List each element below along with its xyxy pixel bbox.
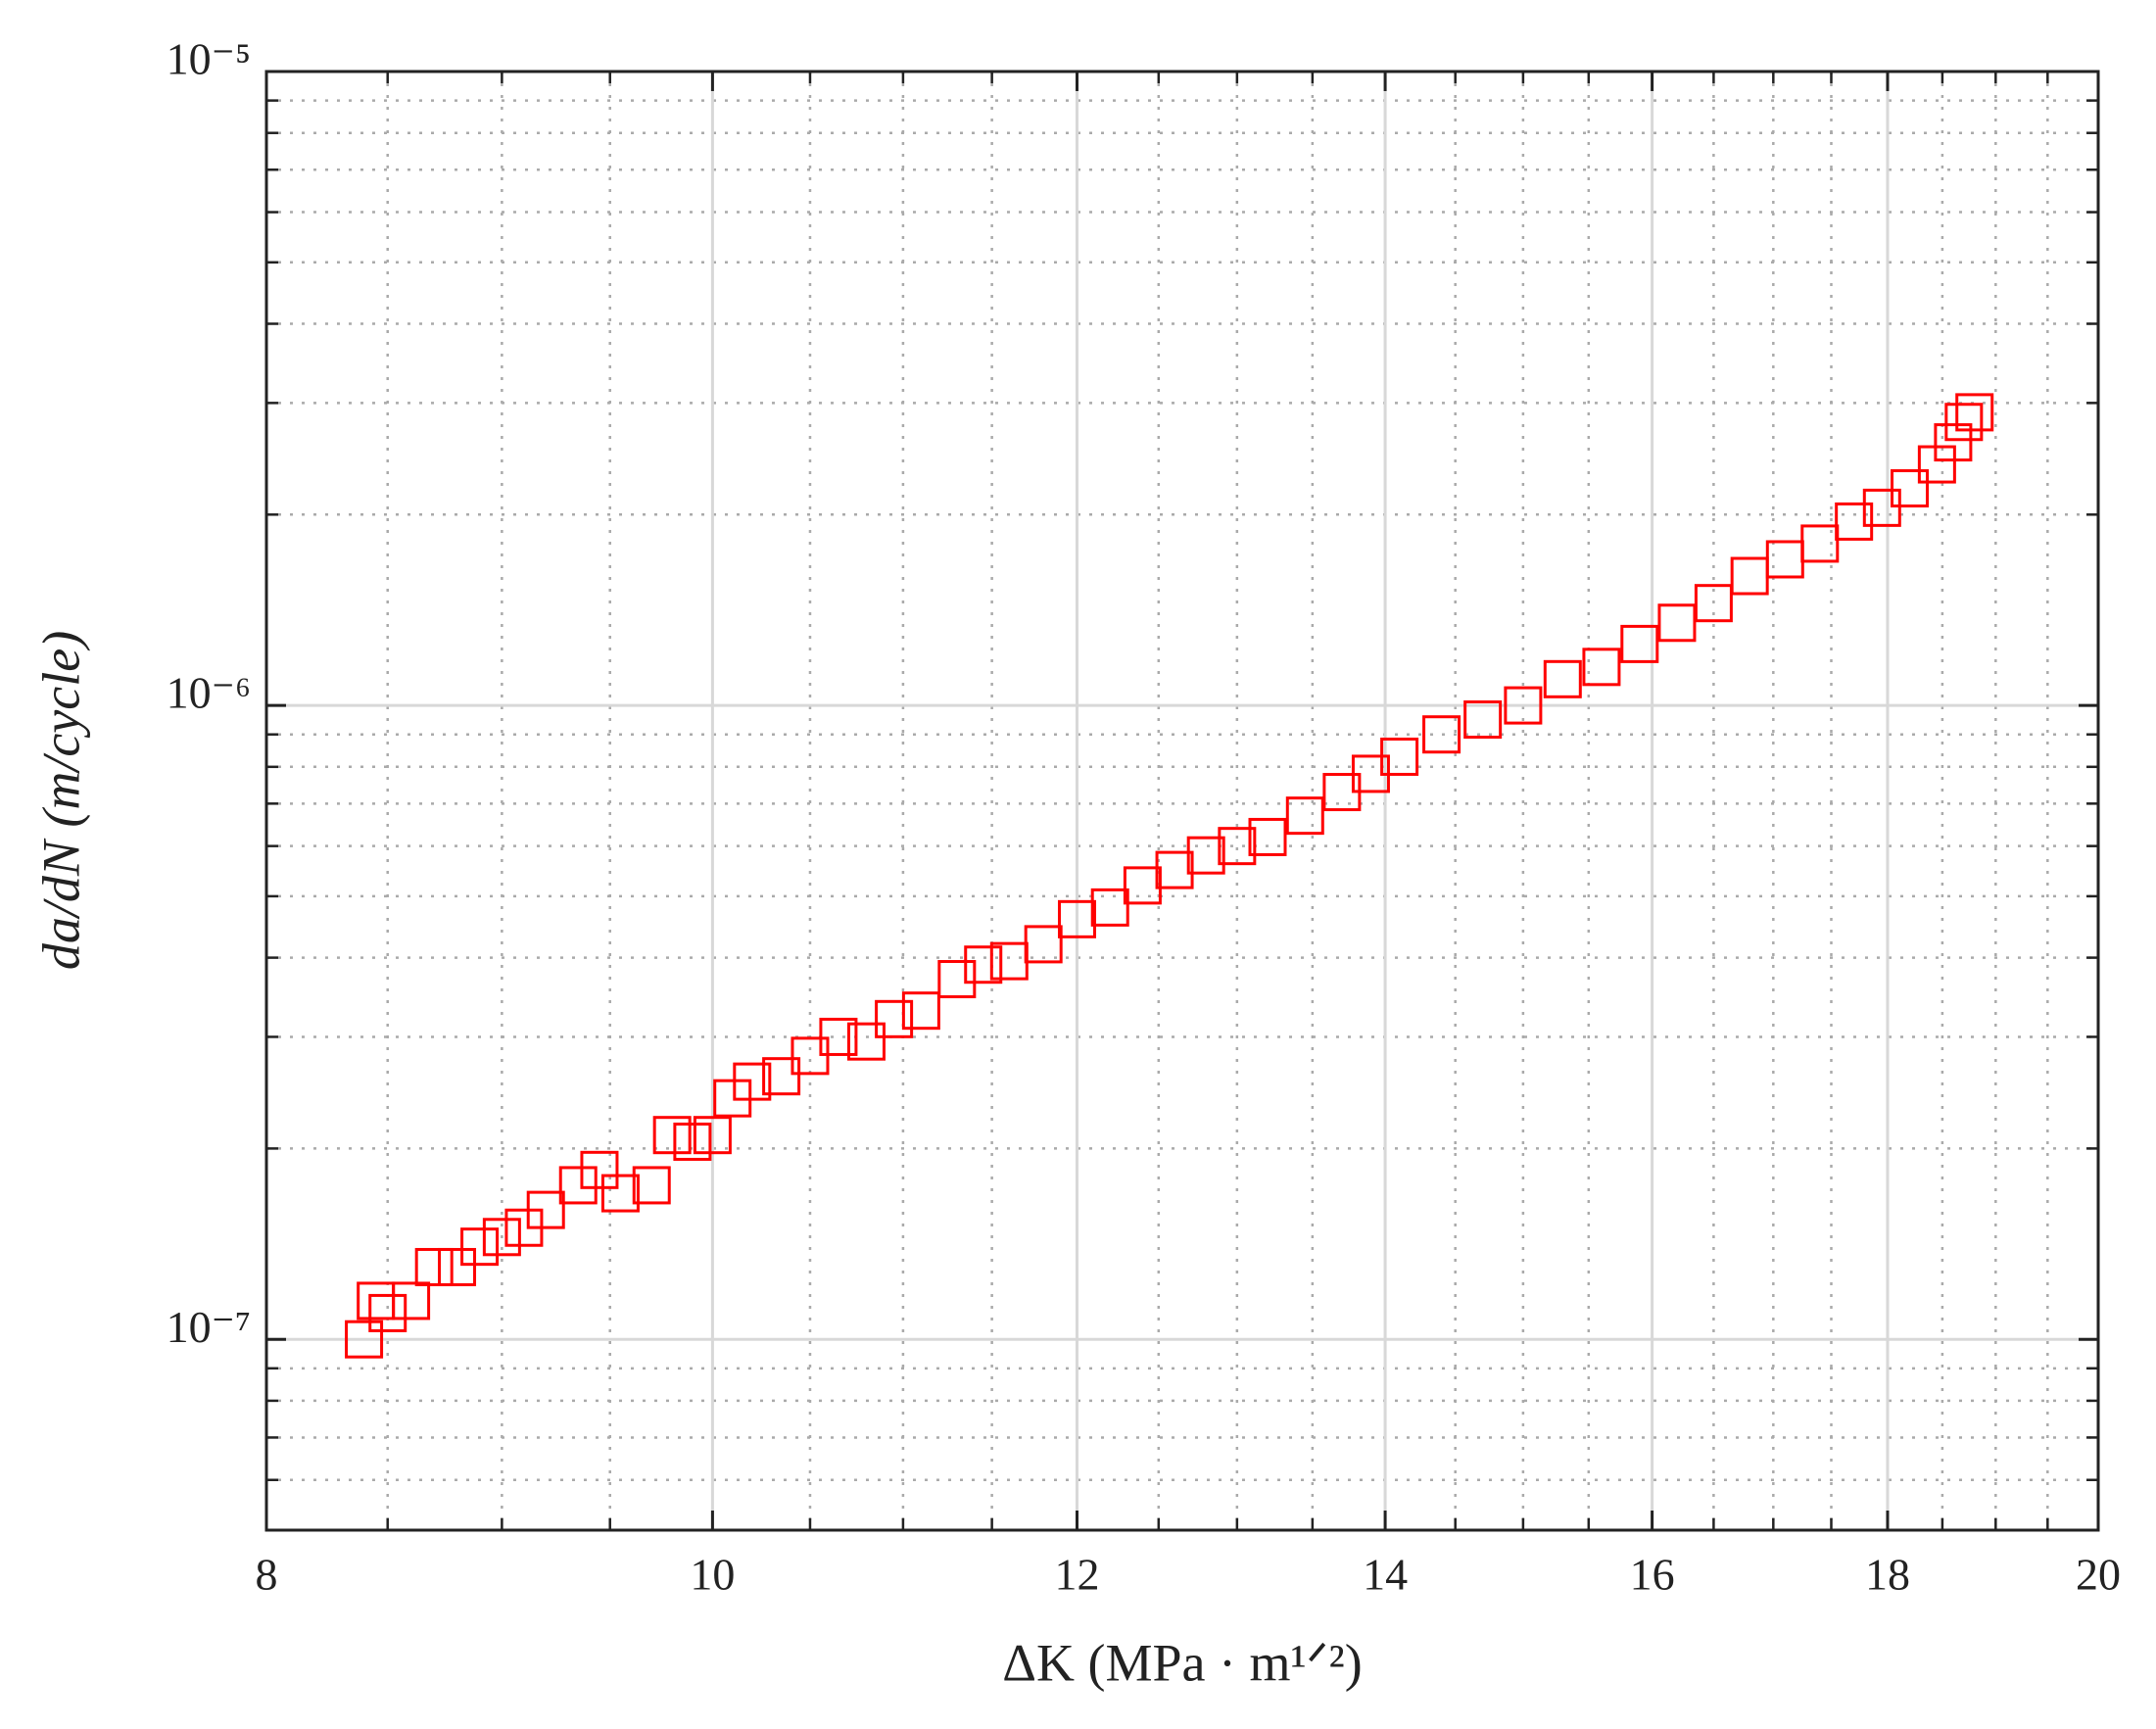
x-tick-label: 12: [1054, 1550, 1099, 1600]
data-point: [1155, 850, 1194, 889]
data-point: [1694, 584, 1733, 623]
data-point: [1862, 488, 1901, 527]
data-point: [1218, 827, 1257, 866]
data-point: [368, 1293, 407, 1332]
data-point: [558, 1166, 598, 1205]
data-point: [964, 945, 1003, 985]
data-point: [693, 1116, 732, 1155]
y-tick-label: 10⁻⁵: [167, 34, 251, 84]
data-point: [632, 1166, 671, 1205]
data-point: [460, 1227, 500, 1267]
data-point: [673, 1122, 712, 1161]
data-point: [1024, 925, 1063, 964]
data-point: [580, 1150, 619, 1189]
data-point: [762, 1057, 801, 1096]
data-point: [600, 1174, 640, 1213]
data-point: [438, 1247, 477, 1286]
y-tick-label: 10⁻⁶: [167, 668, 251, 718]
data-point: [1934, 423, 1973, 462]
data-point: [1380, 737, 1419, 776]
data-point: [819, 1017, 858, 1056]
data-point: [1504, 686, 1543, 725]
x-tick-label: 8: [256, 1550, 278, 1600]
data-point: [345, 1320, 384, 1359]
data-point: [482, 1218, 521, 1257]
plot-frame: [264, 70, 2100, 1532]
data-point: [846, 1022, 886, 1061]
y-axis-label: da/dN (m/cycle): [31, 631, 90, 970]
x-axis-label: ΔK (MPa · m¹ᐟ²): [1002, 1633, 1362, 1692]
data-point: [1620, 624, 1659, 663]
data-point: [392, 1281, 431, 1321]
data-point: [1248, 817, 1287, 856]
data-point: [1123, 866, 1162, 905]
data-point: [1891, 469, 1930, 508]
data-point: [1944, 403, 1984, 442]
data-point: [1730, 556, 1769, 596]
data-point: [1090, 888, 1129, 927]
data-point: [652, 1116, 692, 1155]
data-point: [1463, 700, 1503, 740]
data-point: [1800, 524, 1840, 563]
data-point: [357, 1281, 396, 1321]
x-tick-label: 14: [1363, 1550, 1408, 1600]
data-point: [1422, 715, 1461, 754]
x-tick-label: 18: [1865, 1550, 1910, 1600]
data-point: [1765, 540, 1804, 579]
data-point: [1955, 393, 1994, 432]
data-point: [1186, 836, 1225, 875]
data-point: [937, 960, 977, 999]
data-point: [1057, 899, 1096, 938]
y-tick-label: 10⁻⁷: [167, 1302, 251, 1352]
data-point: [414, 1247, 454, 1286]
x-tick-label: 16: [1630, 1550, 1675, 1600]
data-point: [1582, 648, 1621, 687]
data-point: [526, 1190, 565, 1229]
data-point: [989, 941, 1029, 981]
data-point: [901, 991, 940, 1031]
data-point: [733, 1062, 772, 1101]
x-tick-label: 20: [2076, 1550, 2121, 1600]
x-tick-label: 10: [690, 1550, 735, 1600]
data-point: [1285, 796, 1324, 836]
data-point: [875, 999, 914, 1038]
data-point: [1835, 502, 1874, 541]
data-point: [1543, 659, 1582, 698]
data-point: [1657, 603, 1697, 643]
